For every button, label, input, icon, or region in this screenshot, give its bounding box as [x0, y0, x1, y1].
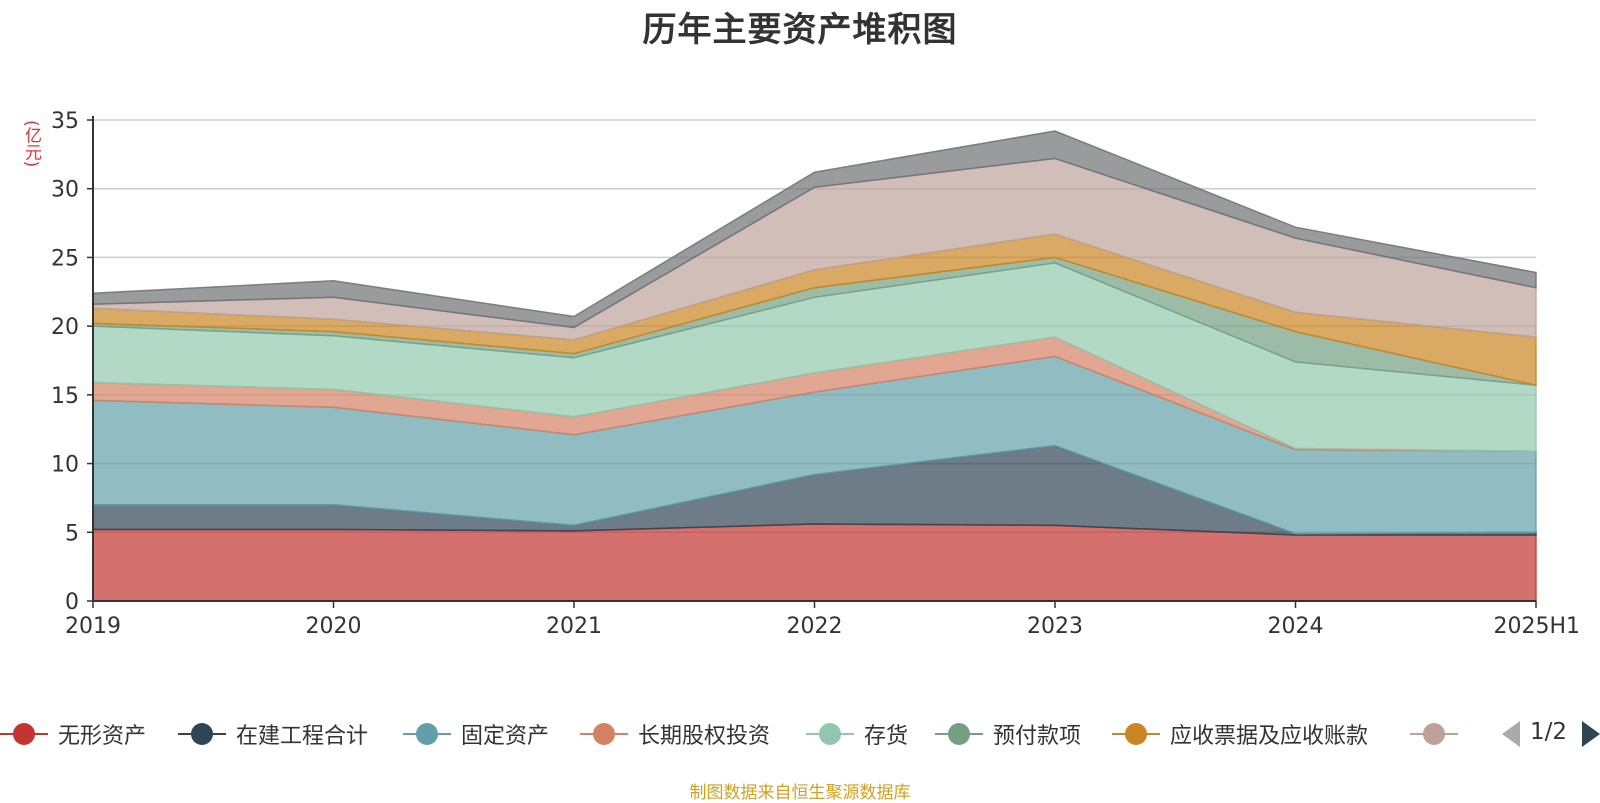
y-axis-unit: (亿元)	[21, 120, 41, 168]
stacked-area-chart: 0 5 10 15 20 25 30 35 2019 2020 2021 2022 2023 2024 20…	[51, 109, 1580, 639]
x-tick-label: 2020	[306, 614, 362, 639]
legend-item[interactable]: 无形资产	[0, 716, 146, 752]
y-tick-label: 20	[51, 315, 79, 340]
y-tick-label: 0	[65, 590, 79, 615]
legend-prev-page-icon[interactable]	[1502, 721, 1520, 747]
legend-item[interactable]: 预付款项	[935, 716, 1081, 752]
legend-swatch-icon	[935, 716, 983, 752]
legend-item[interactable]: 存货	[806, 716, 908, 752]
legend-swatch-icon	[178, 716, 226, 752]
legend-swatch-icon	[806, 716, 854, 752]
x-tick-label: 2025H1	[1493, 614, 1580, 639]
x-tick-label: 2021	[546, 614, 602, 639]
y-tick-label: 30	[51, 178, 79, 203]
x-tick-label: 2019	[65, 614, 121, 639]
data-source-note: 制图数据来自恒生聚源数据库	[689, 783, 911, 803]
legend-swatch-icon	[580, 716, 628, 752]
legend-swatch-icon	[0, 716, 48, 752]
legend-item[interactable]: 货币资金	[1410, 716, 1468, 752]
legend-label: 无形资产	[58, 724, 147, 749]
legend-swatch-icon	[403, 716, 451, 752]
y-tick-label: 35	[51, 109, 79, 134]
legend-page-indicator: 1/2	[1530, 719, 1568, 745]
y-tick-label: 5	[65, 521, 79, 546]
area-series-8[interactable]	[92, 130, 1537, 329]
legend-swatch-icon	[1410, 716, 1458, 752]
legend-label: 应收票据及应收账款	[1170, 724, 1369, 749]
legend-pager: 1/2	[1502, 716, 1600, 752]
x-tick-label: 2023	[1027, 614, 1083, 639]
chart-title: 历年主要资产堆积图	[642, 10, 958, 50]
legend-label: 固定资产	[461, 724, 550, 749]
x-tick-label: 2022	[787, 614, 843, 639]
legend-swatch-icon	[1112, 716, 1160, 752]
legend-label: 在建工程合计	[236, 724, 369, 749]
legend-item[interactable]: 应收票据及应收账款	[1112, 716, 1368, 752]
legend-item[interactable]: 长期股权投资	[580, 716, 770, 752]
legend-next-page-icon[interactable]	[1582, 721, 1600, 747]
chart-legend: 无形资产 在建工程合计 固定资产 长期股权投资 存货 预付款项 应收票据及应收账款 货币资金	[0, 716, 1468, 752]
legend-item[interactable]: 在建工程合计	[178, 716, 368, 752]
legend-item[interactable]: 固定资产	[403, 716, 549, 752]
x-tick-label: 2024	[1268, 614, 1324, 639]
y-tick-label: 15	[51, 384, 79, 409]
legend-label: 预付款项	[993, 724, 1082, 749]
legend-label: 长期股权投资	[638, 724, 771, 749]
y-tick-label: 10	[51, 453, 79, 478]
legend-label: 存货	[864, 724, 909, 749]
y-tick-label: 25	[51, 246, 79, 271]
